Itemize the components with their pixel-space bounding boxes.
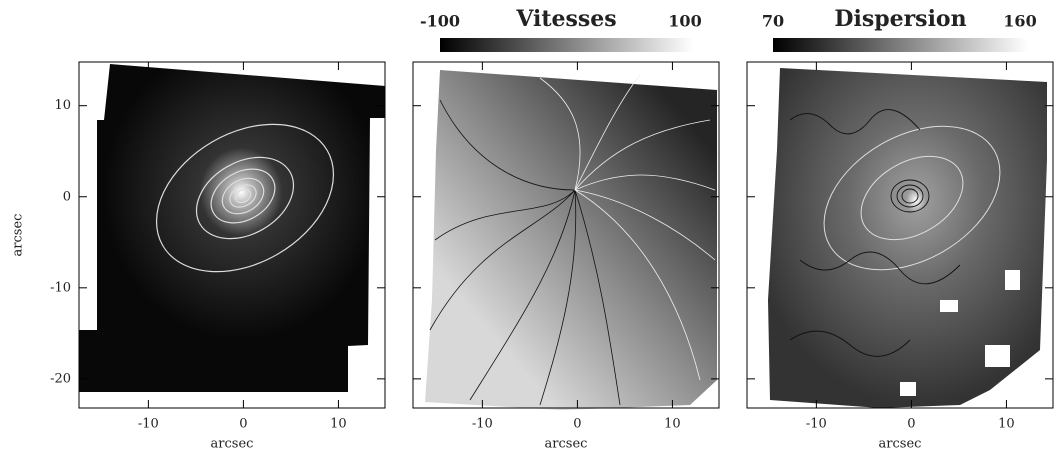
x-axis-label: arcsec — [545, 437, 588, 452]
colorbar-min: 70 — [762, 12, 784, 31]
panel-frame — [746, 61, 1054, 409]
y-tick-label: -10 — [50, 280, 71, 295]
colorbar-title: Dispersion — [834, 6, 966, 32]
y-tick-label: 0 — [63, 189, 71, 204]
velocity-map — [425, 70, 717, 410]
x-tick-label: 10 — [664, 417, 681, 432]
flux-map — [79, 64, 385, 392]
dispersion-colorbar — [773, 38, 1028, 52]
dispersion-map — [768, 68, 1047, 408]
x-tick-label: 0 — [907, 417, 915, 432]
colorbar-max: 160 — [1003, 12, 1036, 31]
panel-frame — [78, 61, 386, 409]
y-axis-label: arcsec — [11, 214, 26, 257]
y-tick-label: -20 — [50, 371, 71, 386]
colorbar-max: 100 — [668, 12, 701, 31]
x-tick-label: 0 — [573, 417, 581, 432]
x-tick-label: 10 — [330, 417, 347, 432]
x-tick-label: 0 — [239, 417, 247, 432]
x-tick-label: -10 — [472, 417, 493, 432]
colorbar-title: Vitesses — [515, 6, 616, 32]
x-tick-label: 10 — [998, 417, 1015, 432]
x-axis-label: arcsec — [879, 437, 922, 452]
velocity-colorbar — [440, 38, 693, 52]
x-tick-label: -10 — [806, 417, 827, 432]
x-tick-label: -10 — [138, 417, 159, 432]
x-axis-label: arcsec — [211, 437, 254, 452]
colorbar-min: -100 — [420, 12, 460, 31]
y-tick-label: 10 — [54, 98, 71, 113]
panel-frame — [412, 61, 720, 409]
